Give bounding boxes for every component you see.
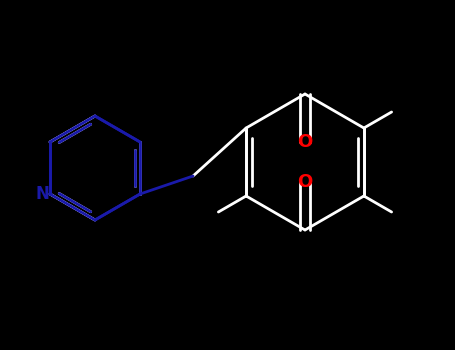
Text: N: N xyxy=(35,185,49,203)
Text: O: O xyxy=(298,173,313,191)
Text: O: O xyxy=(298,133,313,151)
